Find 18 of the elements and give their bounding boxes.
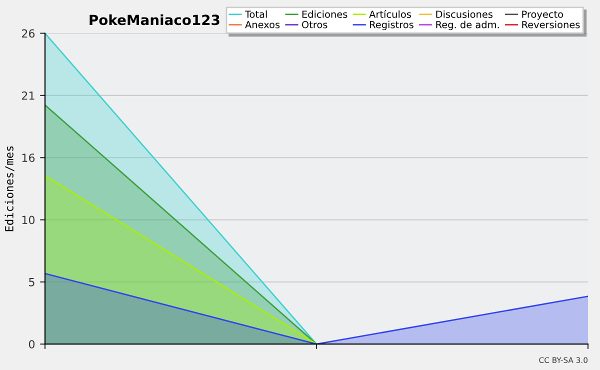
y-tick-label: 26	[22, 29, 35, 38]
y-tick-label: 5	[29, 278, 34, 286]
legend-label: Otros	[302, 20, 328, 28]
y-tick-label: 0	[28, 340, 35, 348]
legend-label: Discusiones	[436, 10, 492, 18]
legend-label: Reversiones	[522, 20, 580, 28]
legend-label: Ediciones	[302, 10, 348, 18]
legend-label: Reg. de adm.	[436, 20, 499, 30]
legend-label: Artículos	[369, 10, 411, 18]
y-axis-title: Ediciones/mes	[4, 146, 14, 232]
legend-label: Registros	[370, 20, 414, 30]
y-tick-label: 16	[22, 154, 35, 162]
legend-label: Anexos	[245, 21, 280, 28]
y-tick-label: 21	[22, 91, 34, 100]
y-tick-label: 10	[22, 216, 35, 224]
legend-label: Proyecto	[522, 10, 563, 20]
chart-title: PokeManiaco123	[90, 14, 220, 26]
legend-label: Total	[244, 10, 267, 18]
